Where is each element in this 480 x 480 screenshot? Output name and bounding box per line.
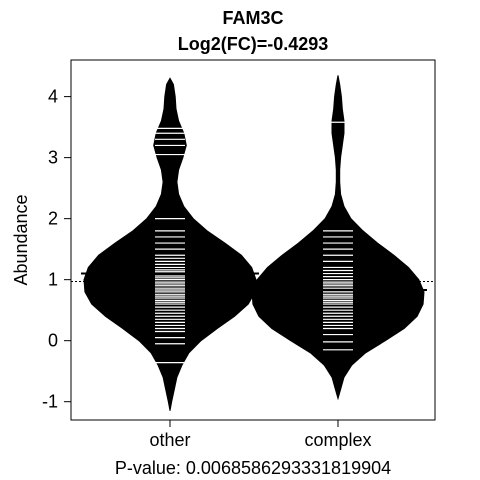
- y-tick-label: 3: [48, 148, 58, 168]
- x-axis-label: P-value: 0.00685862933318199​04: [115, 458, 391, 478]
- y-tick-label: 1: [48, 270, 58, 290]
- y-tick-label: -1: [42, 392, 58, 412]
- x-tick-label-other: other: [149, 430, 190, 450]
- plot-frame: [70, 59, 436, 421]
- y-axis-label: Abundance: [11, 194, 31, 285]
- chart-subtitle: Log2(FC)=-0.4293: [178, 34, 329, 54]
- plot-area: other complex -1 0 1 2 3 4: [42, 59, 436, 450]
- y-tick-label: 0: [48, 331, 58, 351]
- x-tick-label-complex: complex: [304, 430, 371, 450]
- chart-title: FAM3C: [222, 8, 283, 28]
- y-tick-label: 2: [48, 209, 58, 229]
- y-tick-label: 4: [48, 87, 58, 107]
- bean-shape-other: [83, 77, 257, 411]
